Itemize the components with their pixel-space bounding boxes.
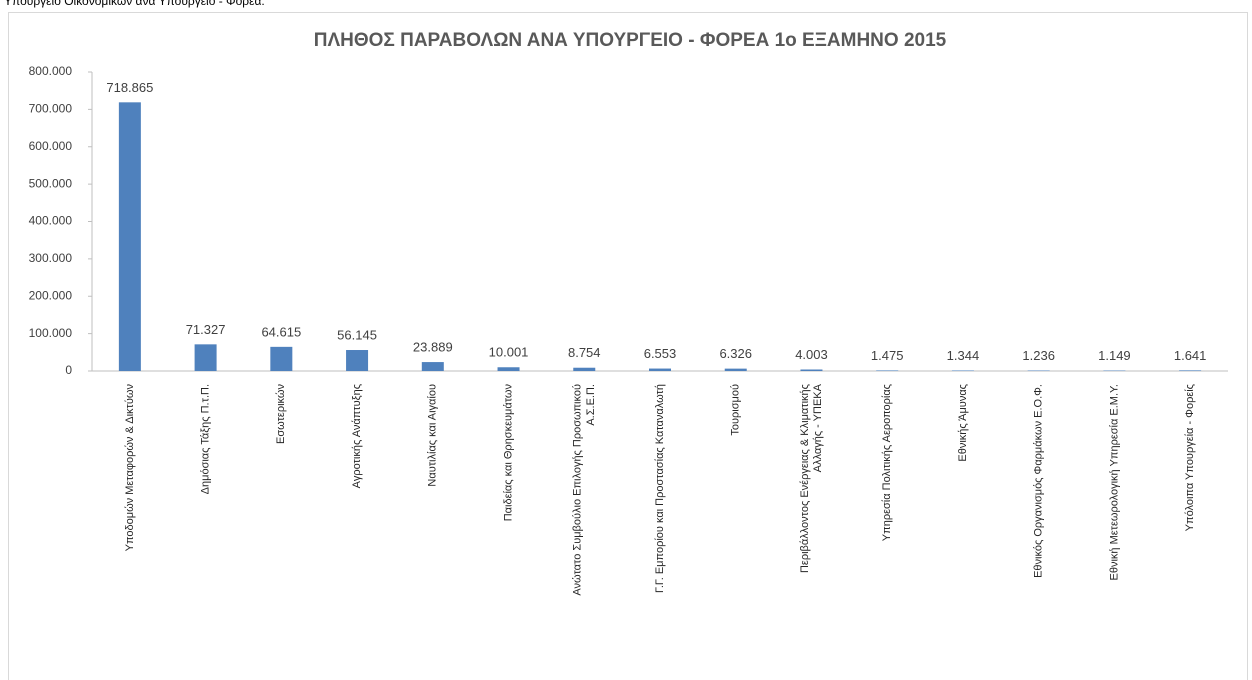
bar — [497, 367, 520, 371]
x-tick-label: Αγροτικής Ανάπτυξης — [351, 384, 363, 488]
x-tick-label: Υπηρεσία Πολιτικής Αεροπορίας — [881, 384, 893, 541]
chart-frame — [8, 12, 1248, 680]
y-tick-label: 400.000 — [29, 214, 73, 228]
data-label: 1.344 — [947, 348, 980, 363]
x-tick-label: Εθνικής Άμυνας — [957, 384, 969, 462]
y-tick-label: 100.000 — [29, 326, 73, 340]
bar — [1179, 370, 1202, 371]
bar — [724, 368, 747, 371]
data-label: 718.865 — [106, 80, 153, 95]
data-label: 23.889 — [413, 340, 453, 355]
chart-title: ΠΛΗΘΟΣ ΠΑΡΑΒΟΛΩΝ ΑΝΑ ΥΠΟΥΡΓΕΙΟ - ΦΟΡΕΑ 1… — [314, 30, 947, 51]
data-label: 71.327 — [186, 322, 226, 337]
x-tick-label: Παιδείας και Θρησκευμάτων — [502, 384, 514, 522]
x-tick-label: Εθνική Μετεωρολογική Υπηρεσία Ε.Μ.Υ. — [1108, 384, 1120, 580]
x-tick-label: Περιβάλλοντος Ενέργειας & ΚλιματικήςΑλλα… — [799, 383, 824, 573]
bar — [421, 362, 444, 371]
data-label: 1.641 — [1174, 348, 1207, 363]
x-tick-label: Υπόλοιπα Υπουργεία - Φορείς — [1184, 384, 1196, 531]
x-tick-label: Εθνικός Οργανισμός Φαρμάκων Ε.Ο.Φ. — [1033, 384, 1045, 578]
y-tick-label: 700.000 — [29, 102, 73, 116]
y-tick-label: 200.000 — [29, 288, 73, 302]
caption: Υπουργείο Οικονομικών ανά Υπουργείο - Φο… — [4, 0, 265, 8]
bar — [118, 102, 141, 371]
y-tick-label: 800.000 — [29, 64, 73, 78]
bar — [573, 367, 596, 371]
bar — [346, 350, 369, 371]
bar — [800, 369, 823, 371]
bar — [649, 368, 671, 371]
x-tick-label: Γ.Γ. Εμπορίου και Προστασίας Καταναλωτή — [654, 384, 666, 593]
y-tick-label: 0 — [65, 363, 72, 377]
bar — [951, 370, 974, 371]
data-label: 1.149 — [1098, 348, 1131, 363]
x-tick-label: Ανώτατο Συμβούλιο Επιλογής ΠροσωπικούΑ.Σ… — [572, 384, 597, 596]
data-label: 8.754 — [568, 345, 601, 360]
x-tick-label: Δημόσιας Τάξης Π.τ.Π. — [200, 384, 212, 494]
x-tick-label: Εσωτερικών — [275, 384, 287, 444]
bar — [876, 370, 899, 371]
data-label: 64.615 — [261, 324, 301, 339]
data-label: 4.003 — [795, 347, 828, 362]
x-tick-label: Τουρισμού — [730, 384, 742, 436]
bar — [194, 344, 217, 371]
bar — [270, 346, 293, 371]
data-label: 6.326 — [719, 346, 752, 361]
y-tick-label: 300.000 — [29, 251, 73, 265]
x-tick-label: Υποδομών Μεταφορών & Δικτύων — [124, 384, 136, 552]
data-label: 6.553 — [644, 346, 677, 361]
data-label: 1.236 — [1022, 348, 1055, 363]
data-label: 1.475 — [871, 348, 904, 363]
data-label: 10.001 — [489, 345, 529, 360]
x-tick-label: Ναυτιλίας και Αιγαίου — [427, 384, 439, 487]
y-tick-label: 600.000 — [29, 139, 73, 153]
y-tick-label: 500.000 — [29, 176, 73, 190]
data-label: 56.145 — [337, 327, 377, 342]
